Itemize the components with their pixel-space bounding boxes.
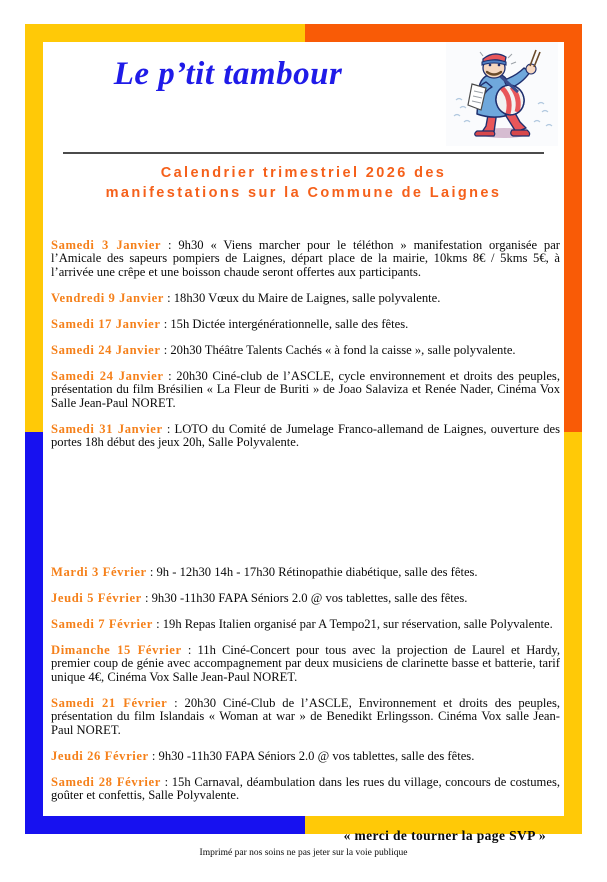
frame-bar-left-bottom (25, 432, 43, 816)
event-description: : 9h30 « Viens marcher pour le téléthon … (51, 238, 560, 279)
event-description: : 20h30 Théâtre Talents Cachés « à fond … (160, 342, 516, 357)
event-date: Samedi 24 Janvier (51, 342, 161, 357)
event-date: Mardi 3 Février (51, 565, 147, 580)
frame-bar-right-top (564, 42, 582, 432)
frame-bar-bottom-left (25, 816, 305, 834)
masthead-divider (63, 152, 544, 154)
print-disclaimer: Imprimé par nos soins ne pas jeter sur l… (199, 848, 408, 858)
event-description: : 15h Carnaval, déambulation dans les ru… (51, 774, 560, 803)
event-item: Samedi 28 Février : 15h Carnaval, déambu… (51, 774, 560, 803)
event-date: Samedi 21 Février (51, 695, 168, 710)
frame-bar-top-right (305, 24, 582, 42)
event-item: Samedi 3 Janvier : 9h30 « Viens marcher … (51, 238, 560, 279)
frame-bar-left-top (25, 42, 43, 432)
decorative-color-frame (25, 24, 582, 834)
event-date: Samedi 28 Février (51, 774, 161, 789)
event-item: Samedi 7 Février : 19h Repas Italien org… (51, 617, 560, 632)
event-description: : 18h30 Vœux du Maire de Laignes, salle … (163, 290, 441, 305)
event-date: Samedi 7 Février (51, 617, 153, 632)
event-description: : 9h30 -11h30 FAPA Séniors 2.0 @ vos tab… (148, 748, 475, 763)
event-item: Jeudi 26 Février : 9h30 -11h30 FAPA Séni… (51, 748, 560, 763)
february-events: Mardi 3 Février : 9h - 12h30 14h - 17h30… (43, 565, 564, 803)
frame-bar-top-left (25, 24, 305, 42)
event-description: : 11h Ciné-Concert pour tous avec la pro… (51, 643, 560, 684)
masthead: Le p’tit tambour (43, 42, 564, 146)
event-date: Samedi 3 Janvier (51, 238, 162, 252)
event-date: Samedi 24 Janvier (51, 368, 164, 383)
frame-bar-bottom-right (305, 816, 582, 834)
event-description: : 9h30 -11h30 FAPA Séniors 2.0 @ vos tab… (141, 591, 468, 606)
event-item: Samedi 24 Janvier : 20h30 Ciné-club de l… (51, 368, 560, 410)
section-gap (43, 457, 564, 553)
town-crier-drummer-icon (446, 42, 558, 146)
event-item: Jeudi 5 Février : 9h30 -11h30 FAPA Sénio… (51, 591, 560, 606)
january-events: Samedi 3 Janvier : 9h30 « Viens marcher … (43, 238, 564, 450)
event-date: Jeudi 26 Février (51, 748, 149, 763)
event-item: Samedi 24 Janvier : 20h30 Théâtre Talent… (51, 342, 560, 357)
event-date: Dimanche 15 Février (51, 643, 182, 658)
event-item: Samedi 17 Janvier : 15h Dictée intergéné… (51, 316, 560, 331)
event-item: Dimanche 15 Février : 11h Ciné-Concert p… (51, 643, 560, 684)
event-description: : 19h Repas Italien organisé par A Tempo… (152, 617, 553, 632)
calendar-subtitle-line-2: manifestations sur la Commune de Laignes (105, 185, 502, 201)
event-description: : 9h - 12h30 14h - 17h30 Rétinopathie di… (146, 565, 478, 580)
event-item: Vendredi 9 Janvier : 18h30 Vœux du Maire… (51, 290, 560, 305)
event-date: Jeudi 5 Février (51, 591, 142, 606)
event-description: : LOTO du Comité de Jumelage Franco-alle… (51, 421, 560, 450)
newsletter-sheet: Le p’tit tambour (43, 42, 564, 843)
page-title: Le p’tit tambour (113, 56, 343, 92)
turn-page-note: « merci de tourner la page SVP » (343, 828, 546, 844)
event-item: Samedi 21 Février : 20h30 Ciné-Club de l… (51, 695, 561, 737)
event-description: : 15h Dictée intergénérationnelle, salle… (160, 316, 409, 331)
event-date: Samedi 31 Janvier (51, 421, 163, 436)
event-item: Samedi 31 Janvier : LOTO du Comité de Ju… (51, 421, 560, 450)
event-item: Mardi 3 Février : 9h - 12h30 14h - 17h30… (51, 565, 560, 580)
event-date: Samedi 17 Janvier (51, 316, 161, 331)
calendar-subtitle-line-1: Calendrier trimestriel 2026 des (160, 165, 447, 181)
calendar-subtitle: Calendrier trimestriel 2026 des manifest… (43, 163, 564, 203)
frame-bar-right-bottom (564, 432, 582, 816)
event-description: : 20h30 Ciné-Club de l’ASCLE, Environnem… (51, 695, 561, 737)
event-description: : 20h30 Ciné-club de l’ASCLE, cycle envi… (51, 368, 560, 410)
event-date: Vendredi 9 Janvier (51, 290, 164, 305)
